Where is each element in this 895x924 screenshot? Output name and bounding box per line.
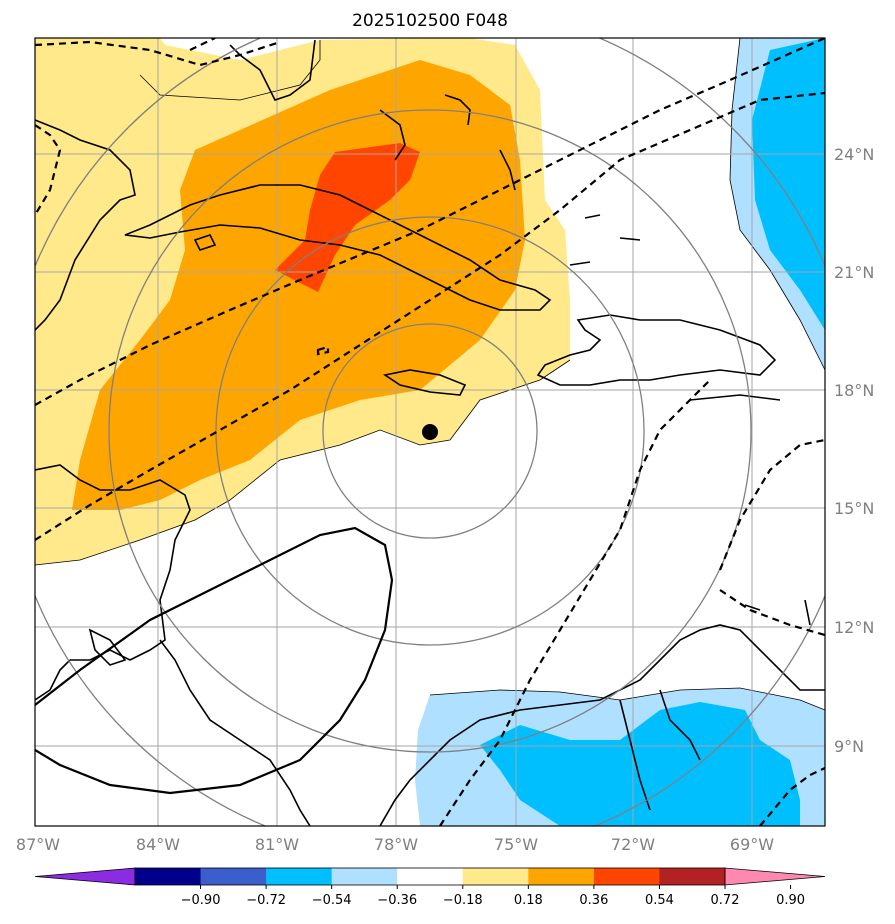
positive-anomaly-red bbox=[275, 143, 420, 292]
colorbar-bin bbox=[135, 868, 202, 885]
map-title: 2025102500 F048 bbox=[352, 11, 508, 31]
map-frame bbox=[34, 37, 826, 827]
colorbar-bin bbox=[331, 868, 398, 885]
graticule bbox=[35, 38, 825, 826]
colorbar-tick-label: −0.36 bbox=[377, 893, 417, 908]
colorbar: −0.90 −0.72 −0.54 −0.36 −0.18 0.18 0.36 0.54 0.7… bbox=[34, 867, 826, 908]
colorbar-bin bbox=[266, 868, 333, 885]
colorbar-tick-label: 0.18 bbox=[514, 893, 543, 908]
lat-label: 21°N bbox=[834, 263, 874, 282]
lat-label: 15°N bbox=[834, 499, 874, 518]
storm-center-marker bbox=[422, 424, 438, 440]
colorbar-bin bbox=[200, 868, 267, 885]
lon-label: 81°W bbox=[255, 835, 299, 854]
map-panel bbox=[35, 38, 825, 826]
colorbar-extend-high bbox=[724, 867, 826, 886]
coastlines bbox=[35, 39, 825, 826]
colorbar-bin bbox=[462, 868, 529, 885]
negative-anomaly-blue-ne bbox=[752, 38, 825, 330]
lat-label: 12°N bbox=[834, 618, 874, 637]
lon-label: 78°W bbox=[374, 835, 418, 854]
colorbar-tick-label: −0.18 bbox=[443, 893, 483, 908]
dashed-contours bbox=[35, 38, 825, 826]
lon-label: 84°W bbox=[136, 835, 180, 854]
solid-contour bbox=[35, 526, 394, 795]
lat-labels: 24°N 21°N 18°N 15°N 12°N 9°N bbox=[834, 145, 874, 756]
lat-label: 24°N bbox=[834, 145, 874, 164]
colorbar-extend-low bbox=[34, 867, 136, 886]
zero-contours bbox=[35, 38, 825, 711]
lat-label: 18°N bbox=[834, 381, 874, 400]
negative-anomaly-blue-s bbox=[480, 702, 800, 826]
lon-label: 72°W bbox=[611, 835, 655, 854]
colorbar-bin bbox=[397, 868, 464, 885]
colorbar-tick-label: 0.54 bbox=[645, 893, 674, 908]
colorbar-bin bbox=[528, 868, 595, 885]
lon-label: 69°W bbox=[730, 835, 774, 854]
lon-label: 87°W bbox=[16, 835, 60, 854]
colorbar-tick-label: −0.54 bbox=[312, 893, 352, 908]
lat-label: 9°N bbox=[834, 737, 864, 756]
colorbar-tick-label: 0.72 bbox=[711, 893, 740, 908]
range-rings bbox=[35, 38, 825, 826]
colorbar-tick-label: −0.72 bbox=[246, 893, 286, 908]
colorbar-tick-label: −0.90 bbox=[181, 893, 221, 908]
lon-labels: 87°W 84°W 81°W 78°W 75°W 72°W 69°W bbox=[16, 835, 774, 854]
lon-label: 75°W bbox=[494, 835, 538, 854]
colorbar-tick-label: 0.36 bbox=[579, 893, 608, 908]
colorbar-tick-label: 0.90 bbox=[776, 893, 805, 908]
colorbar-bin bbox=[659, 868, 726, 885]
colorbar-bin bbox=[593, 868, 660, 885]
colorbar-outline bbox=[134, 867, 726, 886]
